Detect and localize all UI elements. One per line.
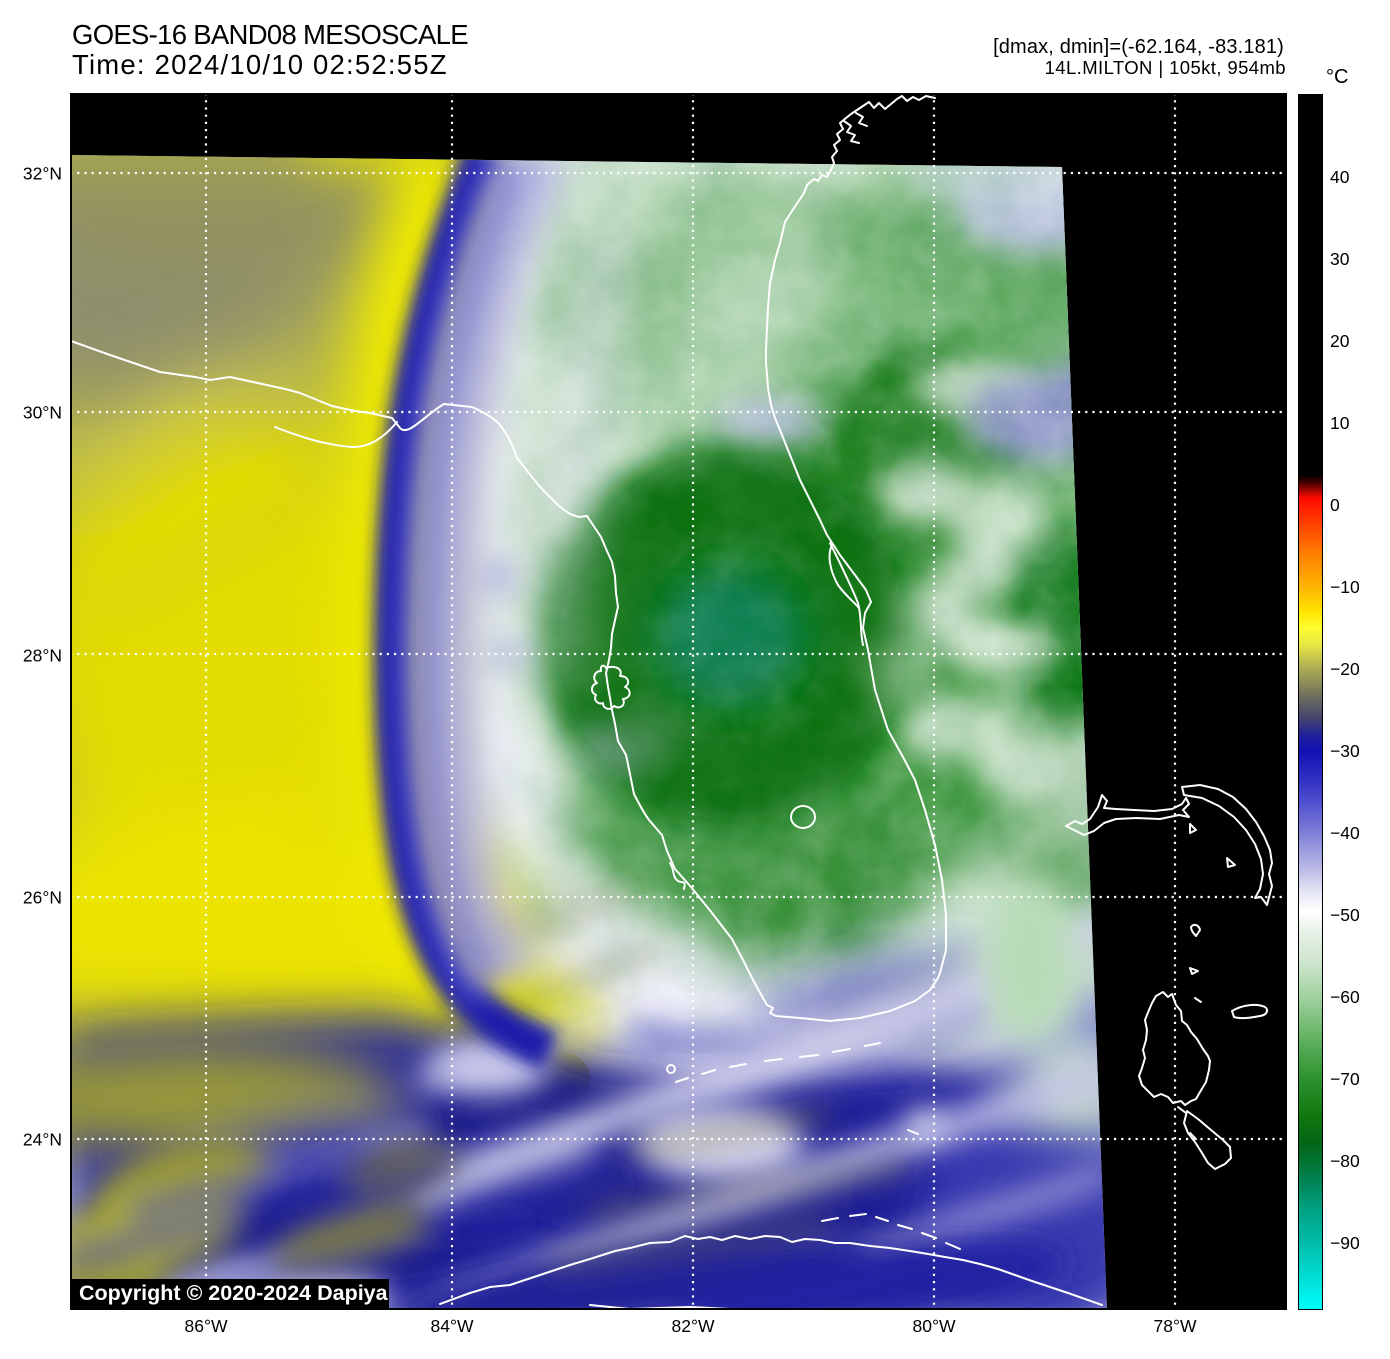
svg-text:Copyright © 2020-2024 Dapiya: Copyright © 2020-2024 Dapiya (79, 1281, 389, 1305)
